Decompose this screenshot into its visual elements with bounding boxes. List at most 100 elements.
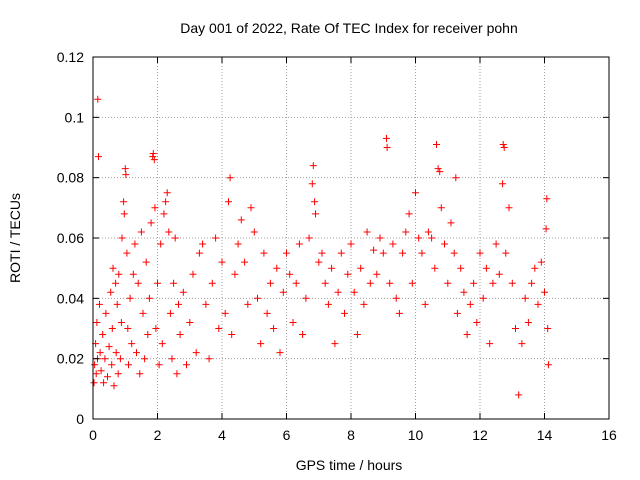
data-point — [225, 198, 232, 206]
axis-ticks: 0 2 4 6 8 10 12 14 16 0 0.02 0.04 0.06 0.08 0.1 0.12 — [57, 49, 617, 443]
data-point — [421, 300, 429, 308]
data-point — [486, 340, 494, 348]
x-tick-label: 8 — [347, 427, 355, 443]
x-tick-label: 4 — [218, 427, 226, 443]
x-tick-label: 16 — [601, 427, 617, 443]
data-point — [97, 367, 105, 375]
data-point — [444, 279, 452, 287]
data-point — [544, 325, 552, 332]
data-point — [116, 355, 124, 363]
data-point — [541, 288, 548, 296]
x-tick-label: 6 — [283, 427, 291, 443]
data-point — [263, 309, 271, 317]
data-point — [544, 361, 552, 369]
data-point — [176, 331, 184, 338]
data-point — [202, 300, 210, 308]
data-point — [542, 225, 550, 233]
data-point — [137, 228, 145, 236]
data-point — [168, 355, 176, 363]
data-point — [145, 294, 153, 302]
data-point — [125, 361, 132, 369]
data-point — [350, 288, 358, 296]
data-point — [383, 144, 391, 151]
data-points — [90, 95, 552, 399]
data-point — [226, 174, 234, 182]
data-point — [113, 300, 121, 308]
data-point — [118, 234, 126, 242]
data-point — [122, 171, 130, 179]
data-point — [186, 319, 194, 326]
data-point — [90, 379, 98, 387]
data-point — [154, 279, 161, 287]
data-point — [157, 240, 165, 248]
data-point — [152, 325, 160, 332]
data-point — [512, 325, 519, 332]
data-point — [142, 258, 150, 266]
data-point — [457, 264, 465, 272]
data-point — [363, 228, 371, 236]
data-point — [175, 300, 182, 308]
data-point — [402, 228, 410, 236]
data-point — [328, 264, 336, 272]
data-point — [337, 249, 345, 257]
data-point — [500, 144, 508, 151]
data-point — [466, 300, 474, 308]
data-point — [179, 288, 187, 296]
data-point — [499, 180, 507, 188]
data-point — [208, 279, 216, 287]
data-point — [149, 150, 157, 157]
data-point — [276, 349, 284, 357]
data-point — [94, 95, 102, 103]
y-tick-label: 0 — [76, 411, 84, 427]
data-point — [386, 279, 394, 287]
data-point — [112, 349, 120, 357]
data-point — [95, 153, 102, 161]
data-point — [123, 249, 131, 257]
data-point — [104, 373, 111, 381]
data-point — [218, 258, 226, 266]
data-point — [150, 156, 158, 164]
data-point — [237, 216, 245, 224]
y-tick-label: 0.08 — [57, 170, 84, 186]
data-point — [101, 355, 109, 363]
data-point — [283, 249, 290, 257]
data-point — [247, 204, 255, 212]
data-point — [405, 210, 413, 218]
data-point — [399, 249, 407, 257]
data-point — [199, 240, 207, 248]
data-point — [131, 240, 139, 248]
data-point — [357, 264, 365, 272]
data-point — [212, 234, 220, 242]
data-point — [120, 210, 128, 218]
y-tick-label: 0.1 — [65, 109, 85, 125]
data-point — [318, 249, 326, 257]
data-point — [424, 228, 432, 236]
data-point — [415, 234, 423, 242]
data-point — [344, 270, 352, 278]
data-point — [221, 309, 229, 317]
data-point — [109, 264, 117, 272]
data-point — [292, 279, 300, 287]
data-point — [115, 270, 123, 278]
data-point — [379, 249, 387, 257]
data-point — [165, 228, 173, 236]
data-point — [266, 279, 274, 287]
data-point — [126, 294, 134, 302]
chart-title: Day 001 of 2022, Rate Of TEC Index for r… — [180, 20, 517, 36]
x-tick-label: 0 — [89, 427, 97, 443]
data-point — [389, 240, 397, 248]
data-point — [108, 361, 116, 369]
data-point — [376, 234, 384, 242]
data-point — [347, 240, 355, 248]
data-point — [437, 204, 445, 212]
data-point — [91, 361, 99, 369]
data-point — [250, 228, 258, 236]
data-point — [100, 379, 108, 387]
data-point — [99, 331, 107, 338]
data-point — [373, 270, 381, 278]
data-point — [189, 270, 197, 278]
data-point — [324, 300, 332, 308]
data-point — [273, 264, 281, 272]
